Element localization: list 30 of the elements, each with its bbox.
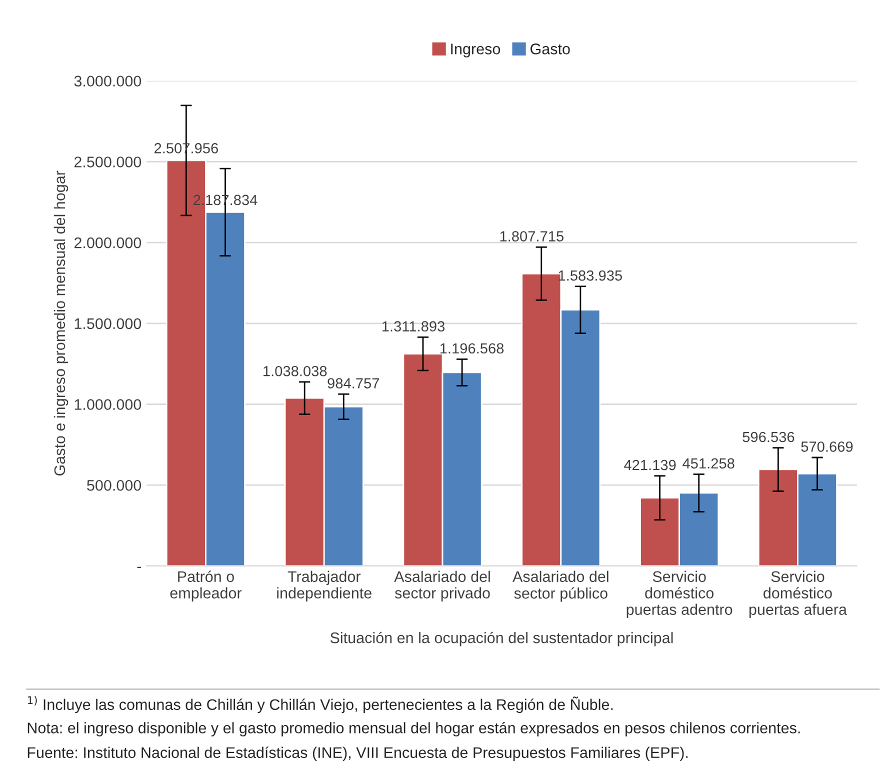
x-tick-label: Servicio doméstico puertas afuera: [749, 570, 847, 618]
data-label: 1.807.715: [500, 231, 564, 242]
x-tick-label: Asalariado del sector privado: [394, 570, 490, 602]
y-tick-label: 2.500.000: [74, 156, 142, 168]
legend-label: Ingreso: [451, 44, 500, 58]
data-label: 984.757: [328, 378, 380, 388]
y-axis-title: Gasto e ingreso promedio mensual del hogar: [54, 170, 68, 476]
data-label: 1.311.893: [382, 321, 445, 332]
x-tick-label: Asalariado del sector público: [512, 570, 608, 602]
legend-label: Gasto: [530, 44, 570, 54]
x-tick-label: Servicio doméstico puertas adentro: [626, 570, 732, 618]
x-tick-label: Patrón o empleador: [170, 570, 242, 602]
text: $^{1)}$ Incluye las comunas de Chillán y Chillán Viejo, pertenecientes a la Región de Ñuble.: [28, 696, 613, 714]
data-label: 570.669: [801, 442, 853, 452]
data-label: 1.196.568: [440, 343, 504, 354]
text: Nota: el ingreso disponible y el gasto promedio mensual del hogar están expresados en pesos chilenos corrientes.: [28, 722, 800, 736]
data-label: 1.038.038: [264, 366, 327, 376]
x-tick-label: Trabajador independiente: [277, 570, 372, 602]
x-axis-title: Situación en la ocupación del sustentador principal: [330, 632, 673, 646]
data-label: 421.139: [624, 460, 676, 470]
data-label: 596.536: [742, 432, 794, 442]
data-label: 451.258: [682, 458, 734, 469]
y-tick-label: 2.000.000: [74, 237, 142, 248]
y-tick-label: 1.500.000: [74, 318, 142, 330]
data-label: 1.583.935: [558, 270, 622, 281]
y-tick-label: 3.000.000: [74, 76, 142, 87]
y-tick-label: 500.000: [87, 480, 142, 491]
y-tick-label: 1.000.000: [74, 399, 142, 410]
source-note: Fuente: Instituto Nacional de Estadísticas (INE), VIII Encuesta de Presupuestos Familiares (EPF).: [28, 746, 688, 762]
y-tick-label: -: [137, 566, 141, 568]
